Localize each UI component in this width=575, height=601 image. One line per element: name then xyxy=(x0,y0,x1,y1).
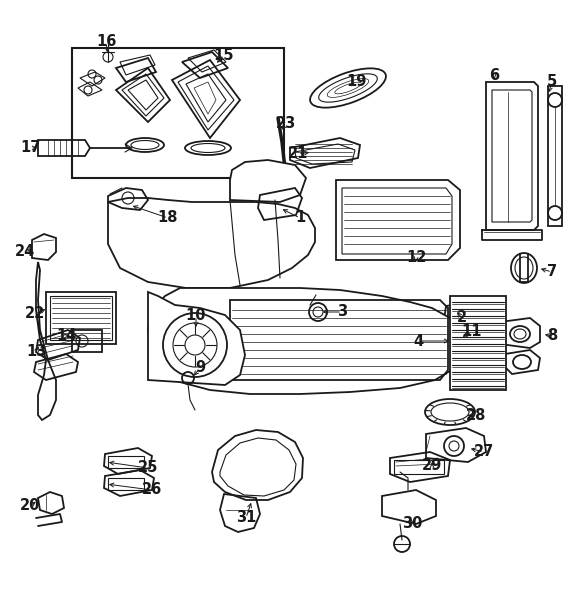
Bar xyxy=(72,330,102,352)
Polygon shape xyxy=(128,80,158,110)
Polygon shape xyxy=(212,430,303,500)
Polygon shape xyxy=(116,68,170,122)
Text: 22: 22 xyxy=(25,307,45,322)
Polygon shape xyxy=(122,74,164,116)
Text: 12: 12 xyxy=(406,251,426,266)
Text: 7: 7 xyxy=(547,264,557,279)
Text: 13: 13 xyxy=(26,344,46,359)
Text: 27: 27 xyxy=(474,445,494,460)
Bar xyxy=(108,478,144,490)
Text: 25: 25 xyxy=(138,460,158,475)
Text: 18: 18 xyxy=(158,210,178,225)
Polygon shape xyxy=(336,180,460,260)
Text: 20: 20 xyxy=(20,498,40,513)
Text: 16: 16 xyxy=(96,34,116,49)
Polygon shape xyxy=(548,86,562,226)
Text: 17: 17 xyxy=(20,141,40,156)
Polygon shape xyxy=(230,160,306,202)
Bar xyxy=(46,292,116,344)
Text: 30: 30 xyxy=(402,516,422,531)
Text: 11: 11 xyxy=(462,325,482,340)
Text: 24: 24 xyxy=(15,245,35,260)
Text: 5: 5 xyxy=(547,75,557,90)
Polygon shape xyxy=(178,66,234,130)
Bar xyxy=(50,296,112,340)
Polygon shape xyxy=(486,82,538,230)
Bar xyxy=(72,48,284,178)
Bar xyxy=(394,460,444,474)
Text: 19: 19 xyxy=(346,75,366,90)
Polygon shape xyxy=(108,198,315,288)
Text: 29: 29 xyxy=(422,459,442,474)
Text: 3: 3 xyxy=(337,305,347,320)
Text: 26: 26 xyxy=(142,483,162,498)
Text: 8: 8 xyxy=(547,329,557,344)
Polygon shape xyxy=(194,82,216,114)
Text: 31: 31 xyxy=(236,510,256,525)
Text: 15: 15 xyxy=(214,47,234,63)
Bar xyxy=(108,456,144,468)
Polygon shape xyxy=(450,296,506,390)
Text: 4: 4 xyxy=(413,334,423,349)
Polygon shape xyxy=(36,262,56,420)
Polygon shape xyxy=(148,292,245,385)
Text: 2: 2 xyxy=(457,311,467,326)
Text: 28: 28 xyxy=(466,409,486,424)
Text: 14: 14 xyxy=(56,329,76,344)
Text: 6: 6 xyxy=(489,67,499,82)
Text: 10: 10 xyxy=(186,308,206,323)
Text: 23: 23 xyxy=(276,117,296,132)
Text: 9: 9 xyxy=(195,361,205,376)
Polygon shape xyxy=(172,60,240,138)
Polygon shape xyxy=(148,288,462,394)
Polygon shape xyxy=(186,74,226,122)
Text: 21: 21 xyxy=(288,147,308,162)
Text: 1: 1 xyxy=(295,210,305,225)
